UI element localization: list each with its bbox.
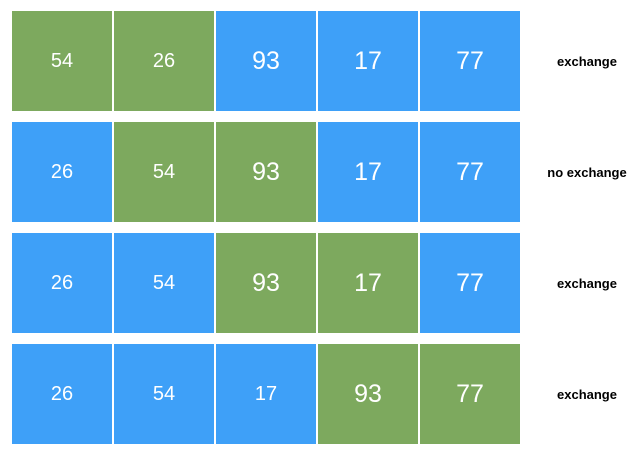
array-cell: 17: [318, 233, 418, 333]
array-cell: 17: [318, 122, 418, 222]
array-cell: 54: [12, 11, 112, 111]
cell-value: 17: [254, 383, 278, 405]
exchange-status-label: no exchange: [547, 164, 627, 180]
exchange-status-label: exchange: [557, 386, 617, 402]
cell-value: 77: [456, 379, 484, 408]
array-cell: 26: [12, 233, 112, 333]
array-cell: 17: [216, 344, 316, 444]
cell-value: 77: [456, 268, 484, 297]
array-cell: 77: [420, 11, 520, 111]
cell-value: 17: [354, 268, 382, 297]
cell-value: 26: [152, 50, 176, 72]
cell-value: 54: [50, 50, 74, 72]
array-cell: 26: [114, 11, 214, 111]
pass-row: 26 54 17 93 77 exchange: [12, 344, 642, 444]
array-cell: 54: [114, 233, 214, 333]
cell-value: 26: [50, 272, 74, 294]
array-cell: 54: [114, 122, 214, 222]
pass-row: 26 54 93 17 77 no exchange: [12, 122, 642, 222]
cell-value: 54: [152, 272, 176, 294]
cell-value: 26: [50, 161, 74, 183]
array-cell: 93: [216, 11, 316, 111]
exchange-status-label: exchange: [557, 53, 617, 69]
array-cell: 26: [12, 122, 112, 222]
cell-value: 54: [152, 161, 176, 183]
cell-value: 26: [50, 383, 74, 405]
cell-value: 77: [456, 46, 484, 75]
array-cell: 93: [318, 344, 418, 444]
cell-value: 77: [456, 157, 484, 186]
cell-value: 93: [252, 157, 280, 186]
cell-value: 17: [354, 157, 382, 186]
pass-row: 26 54 93 17 77 exchange: [12, 233, 642, 333]
exchange-status-label: exchange: [557, 275, 617, 291]
array-cell: 77: [420, 122, 520, 222]
cell-value: 93: [252, 46, 280, 75]
array-cell: 77: [420, 233, 520, 333]
cell-value: 93: [252, 268, 280, 297]
array-cell: 93: [216, 233, 316, 333]
cell-value: 17: [354, 46, 382, 75]
array-cell: 54: [114, 344, 214, 444]
cell-value: 54: [152, 383, 176, 405]
cell-value: 93: [354, 379, 382, 408]
pass-row: 54 26 93 17 77 exchange: [12, 11, 642, 111]
array-cell: 17: [318, 11, 418, 111]
array-cell: 77: [420, 344, 520, 444]
array-cell: 26: [12, 344, 112, 444]
array-cell: 93: [216, 122, 316, 222]
